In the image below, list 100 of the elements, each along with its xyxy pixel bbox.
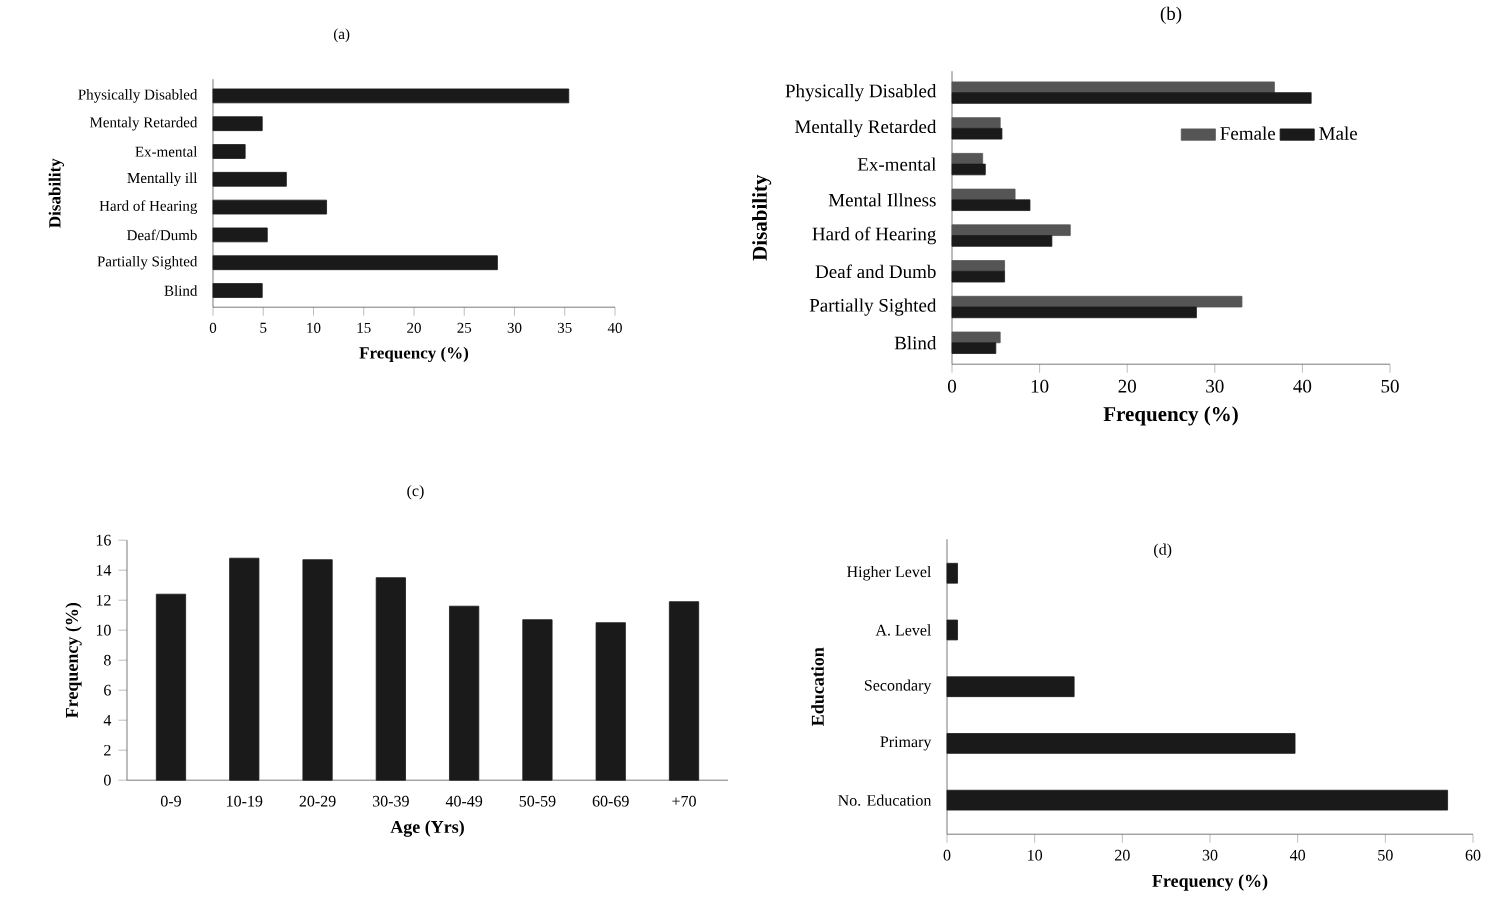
- x-tick-label: 10: [1031, 379, 1049, 393]
- x-tick-label: 20: [1118, 379, 1136, 393]
- x-axis-title: Age (Yrs): [390, 820, 464, 837]
- chart-title: (a): [333, 28, 350, 42]
- chart-title: (b): [1160, 6, 1182, 24]
- x-tick-label: +70: [672, 795, 696, 807]
- bar: [951, 127, 1003, 140]
- y-tick-label: 10: [96, 624, 111, 636]
- x-tick-label: 15: [357, 322, 371, 333]
- chart-title: (d): [1154, 543, 1172, 558]
- bar: [946, 562, 958, 584]
- bar: [951, 235, 1053, 247]
- bar: [302, 559, 333, 781]
- x-tick-label: 0: [947, 379, 957, 393]
- y-tick-label: 0: [103, 774, 111, 786]
- y-tick-label: Secondary: [864, 679, 932, 694]
- x-tick-label: 30: [1202, 849, 1218, 861]
- x-tick-label: 60: [1465, 849, 1481, 861]
- y-tick-label: Mental Illness: [828, 193, 936, 207]
- bar: [155, 593, 187, 781]
- bar: [212, 283, 263, 298]
- bar: [212, 171, 287, 187]
- bar: [951, 199, 1031, 211]
- y-tick-label: 14: [96, 564, 112, 576]
- x-tick-label: 40-49: [445, 795, 483, 807]
- bar: [212, 144, 246, 159]
- y-tick-label: A. Level: [875, 624, 932, 636]
- x-tick-label: 20: [1115, 849, 1130, 861]
- legend-label: Male: [1319, 126, 1358, 140]
- y-tick-label: Physically Disabled: [785, 83, 937, 102]
- x-tick-label: 40: [1289, 849, 1306, 861]
- bar: [212, 227, 268, 243]
- y-tick-label: Mentally ill: [127, 172, 198, 187]
- bar: [951, 92, 1312, 104]
- bar: [951, 342, 997, 354]
- x-tick-label: 35: [557, 322, 572, 333]
- bar: [951, 163, 986, 176]
- x-tick-label: 5: [260, 322, 267, 333]
- x-tick-label: 10: [307, 322, 321, 333]
- y-tick-label: Partially Sighted: [97, 255, 198, 270]
- y-axis-title: Disability: [48, 158, 65, 228]
- bar: [946, 789, 1448, 811]
- bar: [595, 622, 626, 781]
- bar: [946, 676, 1075, 697]
- legend-label: Female: [1220, 126, 1276, 140]
- x-axis-title: Frequency (%): [1103, 406, 1238, 426]
- bar: [449, 605, 480, 781]
- x-tick-label: 0-9: [160, 795, 181, 807]
- x-axis-title: Frequency (%): [359, 346, 469, 363]
- y-tick-label: No. Education: [838, 794, 932, 806]
- x-tick-label: 10: [1028, 849, 1043, 861]
- x-tick-label: 20: [407, 322, 421, 333]
- x-tick-label: 50-59: [519, 795, 556, 807]
- y-tick-label: Hard of Hearing: [99, 200, 198, 214]
- y-tick-label: 8: [103, 654, 111, 666]
- x-tick-label: 40: [1293, 379, 1312, 393]
- bar: [212, 88, 570, 104]
- y-tick-label: Ex-mental: [135, 146, 198, 157]
- y-tick-label: 12: [96, 594, 111, 606]
- y-tick-label: Physically Disabled: [78, 88, 198, 103]
- x-tick-label: 10-19: [227, 795, 263, 807]
- y-tick-label: 4: [103, 714, 112, 726]
- bar: [522, 619, 553, 781]
- y-axis-title: Frequency (%): [65, 602, 82, 718]
- y-axis-title: Disability: [752, 174, 772, 261]
- x-tick-label: 30: [1206, 379, 1224, 393]
- y-tick-label: Mentaly Retarded: [89, 116, 198, 131]
- x-tick-label: 0: [943, 849, 951, 861]
- bar: [212, 255, 498, 270]
- x-tick-label: 60-69: [592, 795, 629, 807]
- x-tick-label: 20-29: [299, 795, 336, 807]
- y-tick-label: Ex-mental: [857, 157, 937, 171]
- chart-title: (c): [407, 484, 424, 500]
- y-tick-label: 2: [104, 744, 111, 756]
- y-tick-label: Deaf/Dumb: [127, 229, 197, 241]
- y-axis-title: Education: [811, 647, 824, 726]
- bar: [375, 577, 406, 781]
- x-tick-label: 50: [1378, 849, 1393, 861]
- bar: [951, 270, 1005, 283]
- x-axis-title: Frequency (%): [1152, 874, 1268, 891]
- y-tick-label: Deaf and Dumb: [815, 264, 936, 278]
- bar: [946, 733, 1296, 754]
- x-tick-label: 40: [607, 322, 622, 333]
- y-tick-label: 6: [104, 684, 111, 696]
- y-tick-label: Partially Sighted: [809, 298, 937, 316]
- x-tick-label: 25: [457, 322, 472, 333]
- bar: [212, 116, 263, 131]
- x-tick-label: 0: [209, 322, 217, 333]
- y-tick-label: Hard of Hearing: [812, 226, 937, 245]
- x-tick-label: 30: [507, 322, 522, 333]
- y-tick-label: 16: [96, 534, 111, 546]
- x-tick-label: 30-39: [372, 795, 409, 807]
- x-tick-label: 50: [1381, 379, 1399, 393]
- bar: [951, 306, 1197, 319]
- y-tick-label: Primary: [880, 736, 932, 751]
- y-tick-label: Blind: [164, 285, 198, 296]
- bar: [668, 601, 700, 781]
- y-tick-label: Mentally Retarded: [795, 119, 937, 137]
- y-tick-label: Blind: [894, 335, 937, 350]
- bar: [229, 557, 260, 781]
